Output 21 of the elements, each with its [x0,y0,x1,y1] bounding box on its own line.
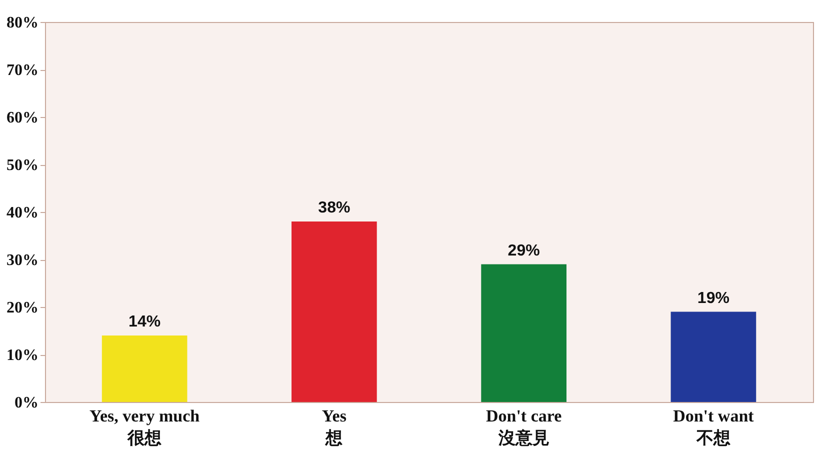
bar [292,222,377,402]
x-tick-label: Yes 想 [322,406,347,448]
data-label: 14% [128,314,161,330]
bar [102,336,188,402]
data-label: 29% [508,242,540,260]
y-tick-label: 0% [14,394,38,412]
y-tick-label: 70% [6,62,38,79]
y-tick-label: 40% [6,204,38,222]
x-tick-label: Yes, very much 很想 [90,406,200,448]
y-tick-label: 60% [6,110,38,126]
x-tick-label: Don't care 沒意見 [486,406,562,448]
y-tick-label: 50% [6,157,38,174]
y-tick-label: 80% [6,14,38,32]
data-label: 19% [697,290,730,307]
bar [481,264,566,402]
y-tick-label: 20% [6,300,38,316]
y-tick-label: 30% [6,252,38,269]
x-tick-label: Don't want 不想 [673,406,754,448]
bar [670,312,756,402]
data-label: 38% [318,200,350,216]
y-tick-label: 10% [6,347,38,364]
